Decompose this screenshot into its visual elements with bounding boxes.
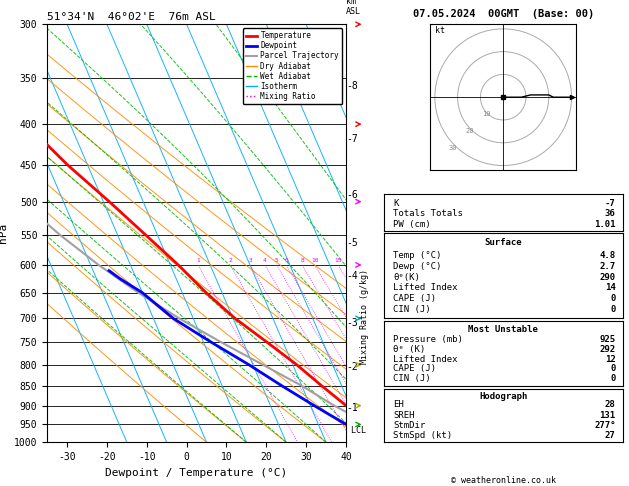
Text: Most Unstable: Most Unstable	[468, 325, 538, 334]
Text: Mixing Ratio (g/kg): Mixing Ratio (g/kg)	[360, 269, 369, 364]
Text: 1: 1	[196, 258, 200, 263]
Text: 290: 290	[599, 273, 616, 281]
Text: 6: 6	[284, 258, 288, 263]
Text: 0: 0	[610, 305, 616, 313]
Text: CIN (J): CIN (J)	[393, 305, 431, 313]
Text: 10: 10	[311, 258, 318, 263]
Text: kt: kt	[435, 26, 445, 35]
Text: Hodograph: Hodograph	[479, 392, 527, 401]
Text: 2.7: 2.7	[599, 262, 616, 271]
Text: 51°34'N  46°02'E  76m ASL: 51°34'N 46°02'E 76m ASL	[47, 12, 216, 22]
Text: -8: -8	[346, 81, 358, 91]
Text: StmDir: StmDir	[393, 420, 425, 430]
Text: 4.8: 4.8	[599, 251, 616, 260]
Text: 277°: 277°	[594, 420, 616, 430]
Text: StmSpd (kt): StmSpd (kt)	[393, 431, 452, 439]
Text: 12: 12	[605, 355, 616, 364]
Text: 5: 5	[275, 258, 279, 263]
Text: 15: 15	[335, 258, 342, 263]
Text: 1.01: 1.01	[594, 220, 616, 229]
Text: Surface: Surface	[484, 239, 522, 247]
Text: 131: 131	[599, 411, 616, 419]
Legend: Temperature, Dewpoint, Parcel Trajectory, Dry Adiabat, Wet Adiabat, Isotherm, Mi: Temperature, Dewpoint, Parcel Trajectory…	[243, 28, 342, 104]
Text: -5: -5	[346, 238, 358, 248]
Text: 20: 20	[465, 128, 474, 134]
Text: 4: 4	[263, 258, 267, 263]
Text: -4: -4	[346, 271, 358, 281]
Text: Lifted Index: Lifted Index	[393, 355, 458, 364]
Text: SREH: SREH	[393, 411, 415, 419]
Text: -2: -2	[346, 362, 358, 372]
Text: CAPE (J): CAPE (J)	[393, 294, 437, 303]
Text: θᵉ (K): θᵉ (K)	[393, 345, 425, 354]
Text: LCL: LCL	[346, 427, 366, 435]
Text: 28: 28	[605, 400, 616, 410]
Text: Lifted Index: Lifted Index	[393, 283, 458, 292]
Text: 8: 8	[300, 258, 304, 263]
Text: 14: 14	[605, 283, 616, 292]
Text: 27: 27	[605, 431, 616, 439]
Text: -1: -1	[346, 402, 358, 413]
Text: 292: 292	[599, 345, 616, 354]
Text: 30: 30	[448, 145, 457, 151]
Text: CAPE (J): CAPE (J)	[393, 364, 437, 373]
Text: θᵉ(K): θᵉ(K)	[393, 273, 420, 281]
Text: 925: 925	[599, 335, 616, 344]
Text: 36: 36	[605, 209, 616, 218]
Text: 0: 0	[610, 364, 616, 373]
Text: 3: 3	[248, 258, 252, 263]
Text: -3: -3	[346, 318, 358, 329]
Text: EH: EH	[393, 400, 404, 410]
Text: 0: 0	[610, 294, 616, 303]
Text: Dewp (°C): Dewp (°C)	[393, 262, 442, 271]
Text: PW (cm): PW (cm)	[393, 220, 431, 229]
Text: Totals Totals: Totals Totals	[393, 209, 463, 218]
Text: Temp (°C): Temp (°C)	[393, 251, 442, 260]
Text: 10: 10	[482, 111, 491, 117]
Text: K: K	[393, 199, 399, 208]
X-axis label: Dewpoint / Temperature (°C): Dewpoint / Temperature (°C)	[106, 468, 287, 478]
Text: -6: -6	[346, 190, 358, 200]
Text: 07.05.2024  00GMT  (Base: 00): 07.05.2024 00GMT (Base: 00)	[413, 9, 594, 19]
Text: Pressure (mb): Pressure (mb)	[393, 335, 463, 344]
Text: 2: 2	[228, 258, 232, 263]
Text: CIN (J): CIN (J)	[393, 374, 431, 383]
Y-axis label: hPa: hPa	[0, 223, 8, 243]
Text: km
ASL: km ASL	[346, 0, 361, 16]
Text: 0: 0	[610, 374, 616, 383]
Text: -7: -7	[605, 199, 616, 208]
Text: -7: -7	[346, 134, 358, 144]
Text: © weatheronline.co.uk: © weatheronline.co.uk	[451, 476, 555, 485]
